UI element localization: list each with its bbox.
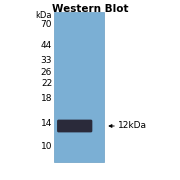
Text: Western Blot: Western Blot xyxy=(52,4,128,15)
Text: 44: 44 xyxy=(41,41,52,50)
Text: 70: 70 xyxy=(41,20,52,29)
Text: 33: 33 xyxy=(41,56,52,65)
Text: 12kDa: 12kDa xyxy=(118,122,147,130)
Text: kDa: kDa xyxy=(36,11,52,20)
FancyBboxPatch shape xyxy=(57,120,92,132)
Text: 18: 18 xyxy=(41,94,52,103)
Text: 22: 22 xyxy=(41,79,52,88)
Text: 10: 10 xyxy=(41,142,52,151)
Bar xyxy=(54,12,104,162)
Text: 14: 14 xyxy=(41,119,52,128)
Text: 26: 26 xyxy=(41,68,52,77)
